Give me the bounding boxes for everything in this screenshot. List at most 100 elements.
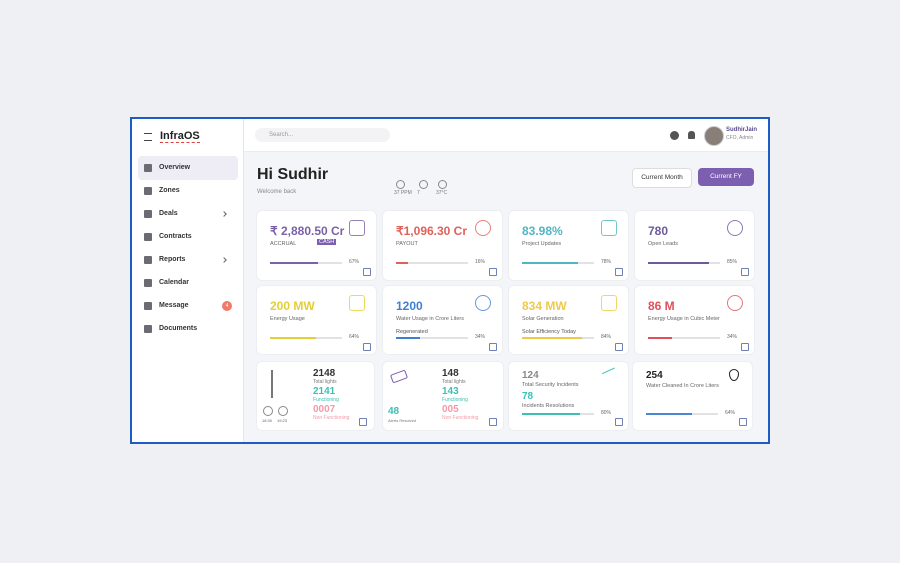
metric-card: 1200 Water Usage in Crore Liters Regenerat… [383,286,502,354]
open-link[interactable] [489,418,497,426]
card-icon [475,295,491,311]
label: Water Cleaned In Crore Liters [646,383,719,389]
current-month-button[interactable]: Current Month [632,168,692,188]
metric-card: 83.98% Project Updates 78% [509,211,628,280]
metric-label: ACCRUAL [270,241,297,247]
metric-label: Energy Usage in Cubic Meter [648,316,720,322]
search-box[interactable]: Search... [255,128,390,142]
card-icon [349,220,365,236]
card-icon [349,295,365,311]
app-window: InfraOS Overview Zones Deals Contracts Repor… [130,117,770,444]
metric-label: Water Usage in Crore Liters [396,316,464,322]
avatar[interactable] [704,126,724,146]
progress-label: 85% [727,259,738,265]
time: 19:23 [277,418,288,423]
progress-track [646,413,718,415]
metric-label: Open Leads [648,241,678,247]
sidebar: InfraOS Overview Zones Deals Contracts Repor… [132,119,244,442]
total: 148 [442,368,459,379]
open-link[interactable] [615,268,623,276]
card-icon [727,220,743,236]
total: 124 [522,370,539,381]
trend-icon [601,367,619,382]
chevron [221,211,227,217]
functioning-label: Functioning [442,397,468,403]
nav-item[interactable]: Reports [159,256,186,263]
nav-icon [144,325,152,333]
weather-label: 37 PPM [394,190,412,196]
progress-fill [270,262,319,264]
metric-card: ₹1,096.30 Cr PAYOUT 16% [383,211,502,280]
chevron [221,257,227,263]
open-link[interactable] [489,343,497,351]
metric-card: 200 MW Energy Usage 64% [257,286,376,354]
progress-track [270,262,342,264]
lights-card: 18:30 19:23 2148 Total lights 2141 Funct… [257,362,374,430]
progress-fill [522,262,579,264]
progress-fill [648,262,710,264]
open-link[interactable] [363,268,371,276]
progress-label: 64% [725,410,736,416]
open-link[interactable] [741,343,749,351]
open-link[interactable] [739,418,747,426]
nav-item[interactable]: Calendar [159,279,189,286]
open-link[interactable] [741,268,749,276]
metric-card: 834 MW Solar Generation Solar Efficiency T… [509,286,628,354]
resolved: 78 [522,391,534,402]
card-icon [727,295,743,311]
card-icon [475,220,491,236]
badge: 4 [222,301,232,311]
progress-track [648,337,720,339]
menu-icon[interactable] [144,133,152,141]
progress-label: 64% [349,334,360,340]
progress-fill [396,337,421,339]
metric-value: ₹1,096.30 Cr [396,224,468,238]
progress-label: 84% [601,334,612,340]
open-link[interactable] [363,343,371,351]
greeting-title: Hi Sudhir [257,166,329,183]
weather-label: 7 [417,190,420,196]
help-icon[interactable] [670,131,679,140]
water-card: 254 Water Cleaned In Crore Liters 64% [633,362,752,430]
metric-value: 83.98% [522,224,563,238]
progress-label: 16% [475,259,486,265]
metric-card: 780 Open Leads 85% [635,211,754,280]
nav-item[interactable]: Zones [159,187,180,194]
open-link[interactable] [359,418,367,426]
metric-value: 1200 [396,299,423,313]
cameras-card: 48 Alerts Resolved 148 Total lights 143 … [383,362,503,430]
nav-icon [144,256,152,264]
nav-item[interactable]: Contracts [159,233,192,240]
weather-icon [396,180,405,189]
weather-icon [419,180,428,189]
nav-item[interactable]: Overview [159,164,191,171]
drop-icon [729,369,739,381]
nav-item[interactable]: Documents [159,325,198,332]
progress-track [522,262,594,264]
metric-card: ₹ 2,880.50 Cr ACCRUAL CASH 67% [257,211,376,280]
open-link[interactable] [489,268,497,276]
resolved-label: Incidents Resolutions [522,403,575,409]
nav-item[interactable]: Message [159,302,189,309]
nav-icon [144,210,152,218]
metric-label: Project Updates [522,241,562,247]
nav-item[interactable]: Deals [159,210,178,217]
progress-fill [648,337,673,339]
current-fy-button[interactable]: Current FY [698,168,754,186]
user-role: CFO, Admin [726,135,754,141]
progress-label: 67% [349,259,360,265]
open-link[interactable] [615,343,623,351]
bell-icon[interactable] [688,131,695,139]
metric-value: 200 MW [270,299,315,313]
open-link[interactable] [615,418,623,426]
time: 18:30 [262,418,273,423]
progress-track [648,262,720,264]
progress-track [396,337,468,339]
progress-fill [646,413,693,415]
nav-icon [144,164,152,172]
metric-value: ₹ 2,880.50 Cr [270,224,345,238]
brand: InfraOS [160,130,200,143]
metric-value: 86 M [648,299,675,313]
nav-icon [144,302,152,310]
top-bar: Search... SudhirJain CFO, Admin [244,119,768,152]
